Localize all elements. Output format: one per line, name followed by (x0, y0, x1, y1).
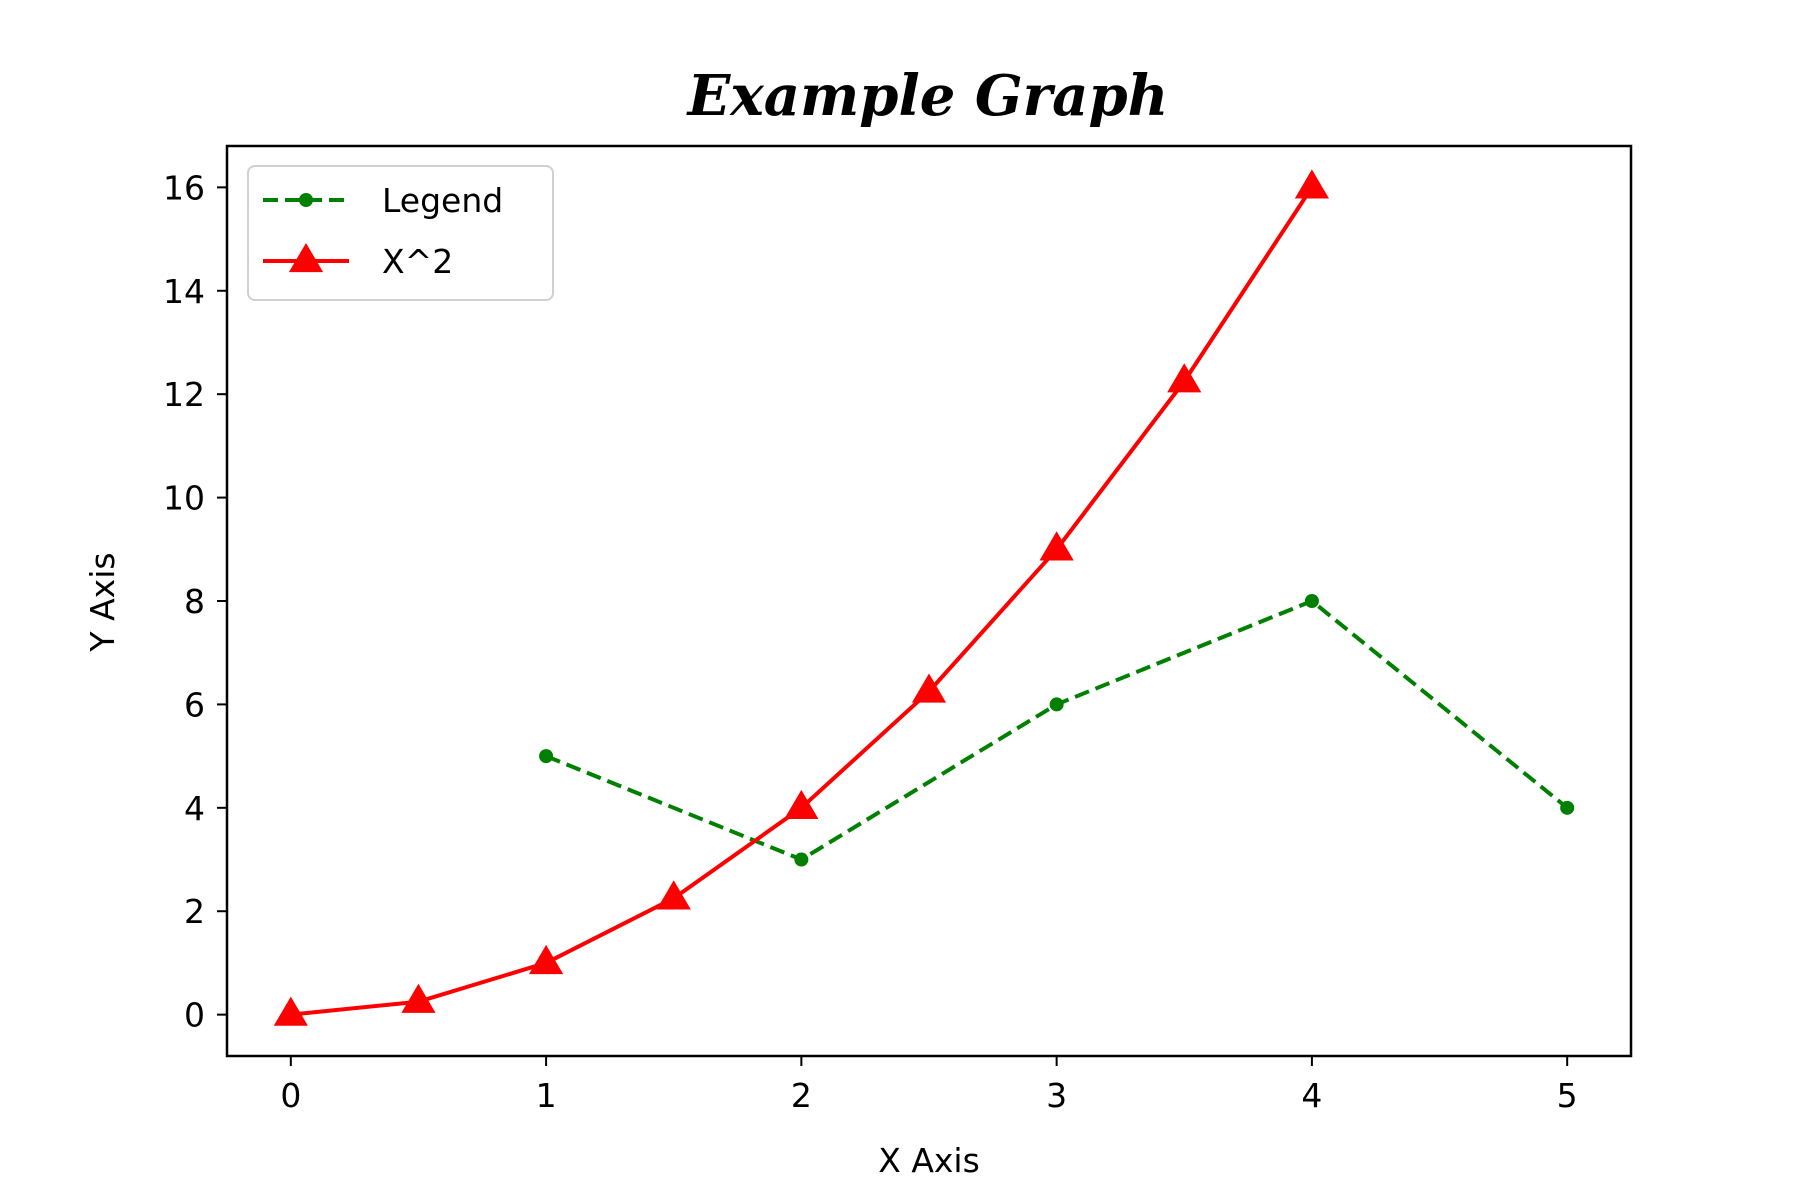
y-tick-label: 2 (184, 892, 205, 931)
legend-box (247, 165, 554, 301)
data-point (656, 880, 691, 910)
y-tick-label: 16 (163, 168, 205, 207)
y-tick-label: 12 (163, 375, 205, 414)
y-tick-label: 0 (184, 996, 205, 1035)
legend-item: X^2 (263, 242, 453, 281)
series-legend (539, 594, 1575, 867)
y-axis-title: Y Axis (83, 552, 122, 652)
legend-item: Legend (263, 181, 503, 220)
series-layer (273, 169, 1575, 1026)
legend: Legend X^2 (247, 165, 554, 301)
x-tick-label: 0 (280, 1076, 301, 1115)
data-point (794, 852, 809, 867)
y-tick-label: 6 (184, 685, 205, 724)
series-x-squared (273, 169, 1330, 1026)
data-point (911, 673, 947, 703)
chart-title: Example Graph (686, 63, 1169, 129)
x-tick-label: 2 (791, 1076, 812, 1115)
legend-items: Legend X^2 (263, 181, 503, 281)
data-point (401, 983, 436, 1013)
legend-label: Legend (382, 181, 503, 220)
data-point (1304, 594, 1319, 608)
y-tick-label: 14 (163, 272, 205, 311)
data-point (784, 789, 819, 819)
data-point (1560, 800, 1575, 815)
data-point (1039, 531, 1074, 561)
legend-swatch-marker (299, 193, 313, 207)
data-point (539, 749, 554, 764)
x-tick-label: 4 (1301, 1076, 1322, 1115)
data-point (528, 944, 564, 975)
x-tick-label: 1 (536, 1076, 557, 1115)
x-tick-label: 5 (1557, 1076, 1578, 1115)
data-point (1049, 697, 1064, 712)
y-tick-label: 4 (184, 789, 205, 828)
data-point (1167, 363, 1202, 393)
legend-swatch-marker (288, 243, 324, 273)
y-tick-label: 8 (184, 582, 205, 621)
x-tick-label: 3 (1046, 1076, 1067, 1115)
x-axis-title: X Axis (878, 1141, 980, 1180)
x-axis-ticks: 0 1 2 3 4 5 (280, 1056, 1578, 1115)
data-point (1294, 169, 1330, 199)
legend-label: X^2 (382, 242, 453, 281)
y-axis-ticks: 0 2 4 6 8 10 12 14 16 (163, 168, 227, 1035)
y-tick-label: 10 (163, 479, 205, 518)
data-point (273, 996, 308, 1026)
